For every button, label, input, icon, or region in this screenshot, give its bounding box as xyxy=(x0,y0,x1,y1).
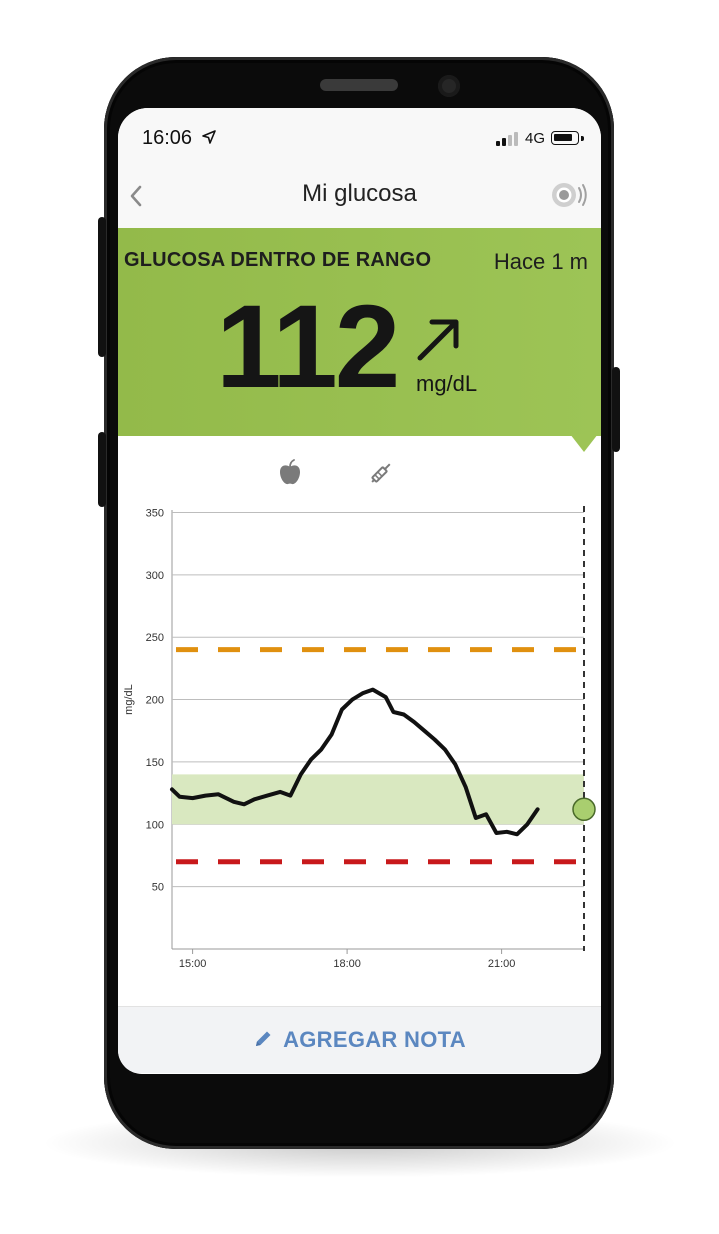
y-tick-label: 100 xyxy=(146,819,164,831)
location-arrow-icon xyxy=(202,130,216,144)
glucose-line xyxy=(170,687,540,837)
y-axis: 50 100 150 200 250 300 350 mg/dL xyxy=(123,507,164,893)
battery-tip xyxy=(581,136,584,141)
status-time: 16:06 xyxy=(142,127,193,149)
target-range-band xyxy=(172,774,584,825)
navigation-bar: Mi glucosa xyxy=(118,164,601,228)
power-button xyxy=(612,367,620,452)
y-tick-label: 150 xyxy=(146,757,164,769)
y-tick-label: 250 xyxy=(146,632,164,644)
y-tick-label: 200 xyxy=(146,695,164,707)
network-type: 4G xyxy=(525,130,546,147)
chart-grid xyxy=(171,510,584,950)
front-camera xyxy=(438,75,460,97)
signal-icon xyxy=(496,132,518,146)
battery-icon xyxy=(551,131,579,145)
x-tick-label: 21:00 xyxy=(488,958,516,970)
add-note-container: AGREGAR NOTA xyxy=(118,1027,601,1053)
food-apple-icon[interactable] xyxy=(278,458,302,486)
x-axis: 15:00 18:00 21:00 xyxy=(179,949,516,970)
x-tick-label: 15:00 xyxy=(179,958,207,970)
page-title: Mi glucosa xyxy=(302,180,417,207)
current-reading-point xyxy=(572,797,596,822)
glucose-banner: GLUCOSA DENTRO DE RANGO Hace 1 m 112 mg/… xyxy=(118,228,601,436)
glucose-value: 112 xyxy=(216,281,400,413)
app-screen: 16:06 4G Mi glucosa GLUCOSA DENTRO DE RA… xyxy=(118,108,601,1074)
sensor-icon[interactable] xyxy=(550,180,590,210)
trend-up-right-icon xyxy=(417,319,459,361)
y-tick-label: 350 xyxy=(146,507,164,519)
y-axis-title: mg/dL xyxy=(123,684,135,715)
back-chevron-icon[interactable] xyxy=(123,180,151,212)
insulin-pen-icon[interactable] xyxy=(368,458,396,486)
status-bar: 16:06 4G xyxy=(118,108,601,164)
glucose-chart: 50 100 150 200 250 300 350 mg/dL 15:00 18:00 21:0… xyxy=(123,506,596,970)
glucose-unit: mg/dL xyxy=(416,371,478,396)
add-note-label: AGREGAR NOTA xyxy=(283,1027,466,1052)
volume-button xyxy=(98,217,106,357)
chart-series xyxy=(170,506,596,951)
y-tick-label: 50 xyxy=(152,882,164,894)
banner-pointer xyxy=(570,434,598,452)
add-note-button[interactable]: AGREGAR NOTA xyxy=(118,1006,601,1073)
reading-time-ago: Hace 1 m xyxy=(493,249,588,274)
y-tick-label: 300 xyxy=(146,570,164,582)
event-markers xyxy=(118,446,601,502)
side-button-left xyxy=(98,432,106,507)
pencil-icon xyxy=(256,1031,271,1046)
x-tick-label: 18:00 xyxy=(333,958,361,970)
glucose-status-label: GLUCOSA DENTRO DE RANGO xyxy=(124,249,432,271)
earpiece-speaker xyxy=(320,79,398,91)
